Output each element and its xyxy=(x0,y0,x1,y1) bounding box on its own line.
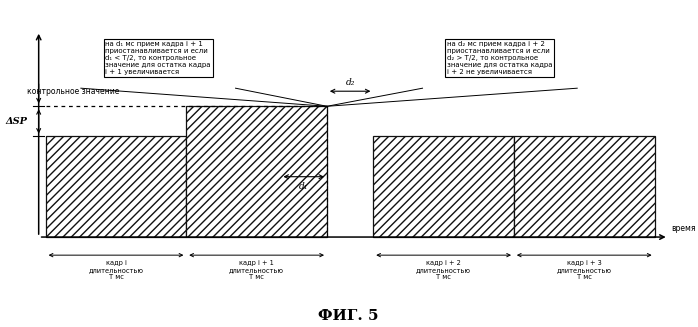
Text: кадр i + 1
длительностью
Т мс: кадр i + 1 длительностью Т мс xyxy=(229,260,284,280)
Text: контрольное значение: контрольное значение xyxy=(27,87,120,96)
Text: d₂: d₂ xyxy=(346,78,355,87)
Text: ФИГ. 5: ФИГ. 5 xyxy=(318,309,378,323)
Text: время: время xyxy=(671,224,696,233)
Text: на d₁ мс прием кадра i + 1
приостанавливается и если
d₁ < T/2, то контрольное
зн: на d₁ мс прием кадра i + 1 приостанавлив… xyxy=(105,41,211,75)
Bar xyxy=(514,136,655,237)
Bar xyxy=(186,106,327,237)
Text: на d₂ мс прием кадра i + 2
приостанавливается и если
d₂ > T/2, то контрольное
зн: на d₂ мс прием кадра i + 2 приостанавлив… xyxy=(447,41,553,75)
Text: ΔSP: ΔSP xyxy=(6,117,27,126)
Text: кадр i
длительностью
Т мс: кадр i длительностью Т мс xyxy=(89,260,144,280)
Text: d₁: d₁ xyxy=(299,182,309,191)
Bar xyxy=(373,136,514,237)
Bar xyxy=(45,136,186,237)
Text: кадр i + 3
длительностью
Т мс: кадр i + 3 длительностью Т мс xyxy=(557,260,611,280)
Text: кадр i + 2
длительностью
Т мс: кадр i + 2 длительностью Т мс xyxy=(416,260,471,280)
